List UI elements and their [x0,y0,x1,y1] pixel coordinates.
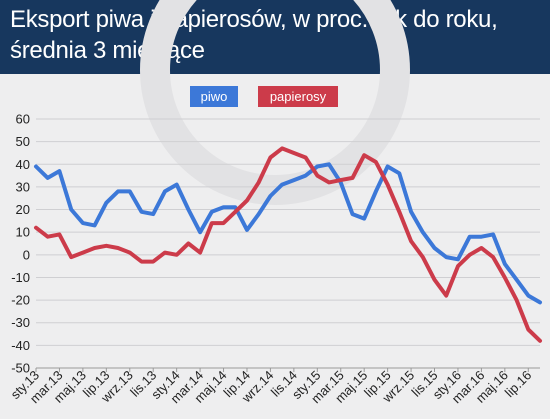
y-tick-label: 20 [16,202,30,217]
chart-title-line-1: Eksport piwa i papierosów, w proc. rok d… [10,6,498,33]
chart-area [0,74,550,419]
y-tick-label: -30 [11,315,30,330]
y-tick-label: -10 [11,270,30,285]
y-tick-label: -40 [11,338,30,353]
y-tick-label: 30 [16,179,30,194]
y-tick-label: 60 [16,112,30,127]
y-tick-label: -50 [11,361,30,376]
chart-header: Eksport piwa i papierosów, w proc. rok d… [0,0,550,74]
legend-swatch-piwo [190,86,238,107]
y-tick-label: 0 [23,247,30,262]
y-tick-label: 50 [16,134,30,149]
series-line-papierosy [34,146,542,343]
y-tick-label: 10 [16,225,30,240]
y-tick-label: 40 [16,157,30,172]
x-tick-label: lip.16 [502,368,535,401]
legend-label-papierosy: papierosy [270,89,327,104]
legend-label-piwo: piwo [201,89,228,104]
legend-swatch-papierosy [258,86,338,107]
chart-title: Eksport piwa i papierosów, w proc. rok d… [10,4,540,66]
y-tick-label: -20 [11,293,30,308]
series-line-piwo [34,162,542,305]
